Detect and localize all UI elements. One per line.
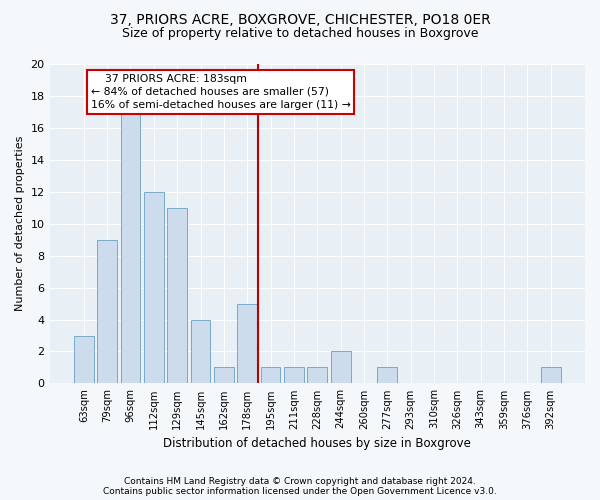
Bar	[331, 352, 350, 384]
Text: Contains HM Land Registry data © Crown copyright and database right 2024.: Contains HM Land Registry data © Crown c…	[124, 477, 476, 486]
Text: Size of property relative to detached houses in Boxgrove: Size of property relative to detached ho…	[122, 28, 478, 40]
Text: Contains public sector information licensed under the Open Government Licence v3: Contains public sector information licen…	[103, 487, 497, 496]
Bar	[97, 240, 117, 384]
Bar	[167, 208, 187, 384]
Bar	[307, 368, 327, 384]
Bar	[214, 368, 234, 384]
Bar	[121, 112, 140, 384]
Bar	[377, 368, 397, 384]
Bar	[260, 368, 280, 384]
Y-axis label: Number of detached properties: Number of detached properties	[15, 136, 25, 312]
Bar	[284, 368, 304, 384]
Bar	[191, 320, 211, 384]
X-axis label: Distribution of detached houses by size in Boxgrove: Distribution of detached houses by size …	[163, 437, 471, 450]
Text: 37 PRIORS ACRE: 183sqm
← 84% of detached houses are smaller (57)
16% of semi-det: 37 PRIORS ACRE: 183sqm ← 84% of detached…	[91, 74, 350, 110]
Bar	[144, 192, 164, 384]
Bar	[74, 336, 94, 384]
Text: 37, PRIORS ACRE, BOXGROVE, CHICHESTER, PO18 0ER: 37, PRIORS ACRE, BOXGROVE, CHICHESTER, P…	[110, 12, 490, 26]
Bar	[238, 304, 257, 384]
Bar	[541, 368, 560, 384]
